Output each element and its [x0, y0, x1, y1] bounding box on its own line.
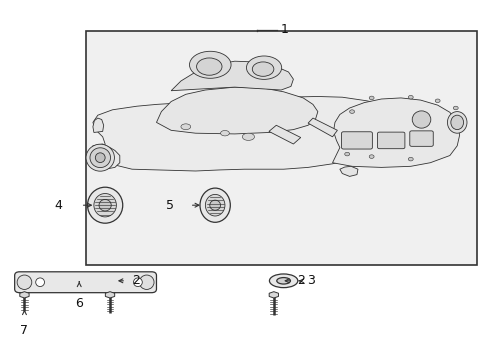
Ellipse shape	[181, 124, 190, 130]
Ellipse shape	[276, 278, 290, 284]
Text: 3: 3	[306, 274, 314, 287]
Polygon shape	[268, 125, 300, 144]
Ellipse shape	[407, 157, 412, 161]
Ellipse shape	[87, 187, 122, 223]
Text: 4: 4	[55, 199, 62, 212]
Ellipse shape	[246, 56, 281, 79]
Ellipse shape	[411, 111, 430, 128]
Polygon shape	[332, 98, 459, 167]
Ellipse shape	[220, 130, 229, 136]
Bar	[85, 31, 476, 265]
Ellipse shape	[95, 153, 105, 163]
Ellipse shape	[209, 200, 220, 210]
Ellipse shape	[17, 275, 32, 289]
Ellipse shape	[344, 152, 349, 156]
FancyBboxPatch shape	[15, 272, 156, 293]
Ellipse shape	[139, 275, 154, 289]
Ellipse shape	[200, 188, 230, 222]
Polygon shape	[171, 61, 293, 91]
Text: 2: 2	[297, 274, 305, 287]
Text: 5: 5	[165, 199, 173, 212]
Ellipse shape	[242, 133, 254, 140]
Polygon shape	[20, 292, 29, 298]
Text: 6: 6	[75, 297, 83, 310]
Ellipse shape	[36, 278, 44, 287]
Polygon shape	[93, 118, 103, 132]
Text: 2: 2	[132, 274, 140, 287]
Polygon shape	[339, 166, 357, 176]
Ellipse shape	[349, 110, 354, 113]
Ellipse shape	[407, 95, 412, 99]
FancyBboxPatch shape	[377, 132, 404, 149]
FancyBboxPatch shape	[341, 132, 372, 149]
Ellipse shape	[252, 62, 273, 76]
Ellipse shape	[368, 155, 373, 158]
Ellipse shape	[94, 194, 116, 217]
Ellipse shape	[99, 199, 111, 211]
Polygon shape	[156, 87, 317, 134]
Text: 7: 7	[20, 324, 28, 337]
Polygon shape	[105, 292, 115, 298]
Ellipse shape	[133, 278, 142, 287]
Ellipse shape	[269, 274, 297, 288]
Ellipse shape	[86, 144, 114, 171]
Ellipse shape	[90, 148, 110, 167]
Polygon shape	[90, 144, 120, 169]
Ellipse shape	[450, 115, 463, 130]
FancyBboxPatch shape	[409, 131, 432, 146]
Ellipse shape	[368, 96, 373, 100]
Polygon shape	[268, 292, 278, 298]
Ellipse shape	[447, 112, 466, 133]
Text: 1: 1	[280, 23, 287, 36]
Ellipse shape	[452, 106, 457, 110]
Polygon shape	[93, 96, 454, 171]
Ellipse shape	[196, 58, 222, 75]
Ellipse shape	[434, 99, 439, 103]
Polygon shape	[307, 118, 337, 137]
Ellipse shape	[205, 194, 224, 216]
Ellipse shape	[189, 51, 231, 78]
